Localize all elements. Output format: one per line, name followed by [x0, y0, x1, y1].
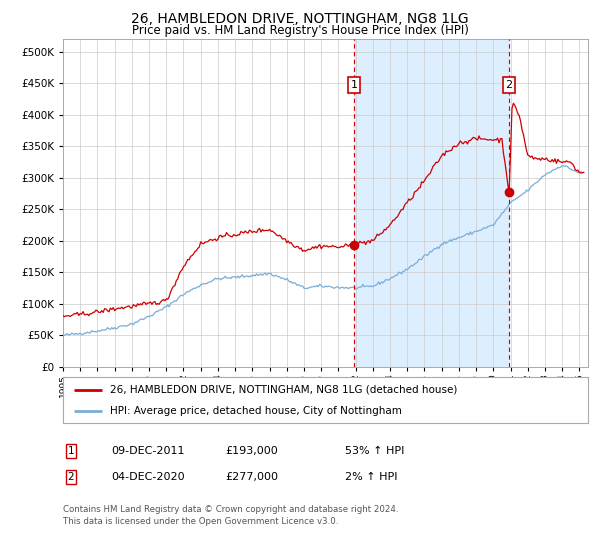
Text: 1: 1: [350, 80, 358, 90]
Text: 2: 2: [67, 472, 74, 482]
Text: 53% ↑ HPI: 53% ↑ HPI: [345, 446, 404, 456]
Bar: [354, 39, 509, 367]
Text: £277,000: £277,000: [225, 472, 278, 482]
Text: 2% ↑ HPI: 2% ↑ HPI: [345, 472, 398, 482]
Text: Price paid vs. HM Land Registry's House Price Index (HPI): Price paid vs. HM Land Registry's House …: [131, 24, 469, 37]
Text: Contains HM Land Registry data © Crown copyright and database right 2024.
This d: Contains HM Land Registry data © Crown c…: [63, 505, 398, 526]
Text: 09-DEC-2011: 09-DEC-2011: [111, 446, 185, 456]
Text: £193,000: £193,000: [225, 446, 278, 456]
Text: 26, HAMBLEDON DRIVE, NOTTINGHAM, NG8 1LG: 26, HAMBLEDON DRIVE, NOTTINGHAM, NG8 1LG: [131, 12, 469, 26]
Text: 2: 2: [506, 80, 512, 90]
Text: 04-DEC-2020: 04-DEC-2020: [111, 472, 185, 482]
Text: 26, HAMBLEDON DRIVE, NOTTINGHAM, NG8 1LG (detached house): 26, HAMBLEDON DRIVE, NOTTINGHAM, NG8 1LG…: [110, 385, 458, 395]
Text: 1: 1: [67, 446, 74, 456]
Text: HPI: Average price, detached house, City of Nottingham: HPI: Average price, detached house, City…: [110, 407, 402, 416]
